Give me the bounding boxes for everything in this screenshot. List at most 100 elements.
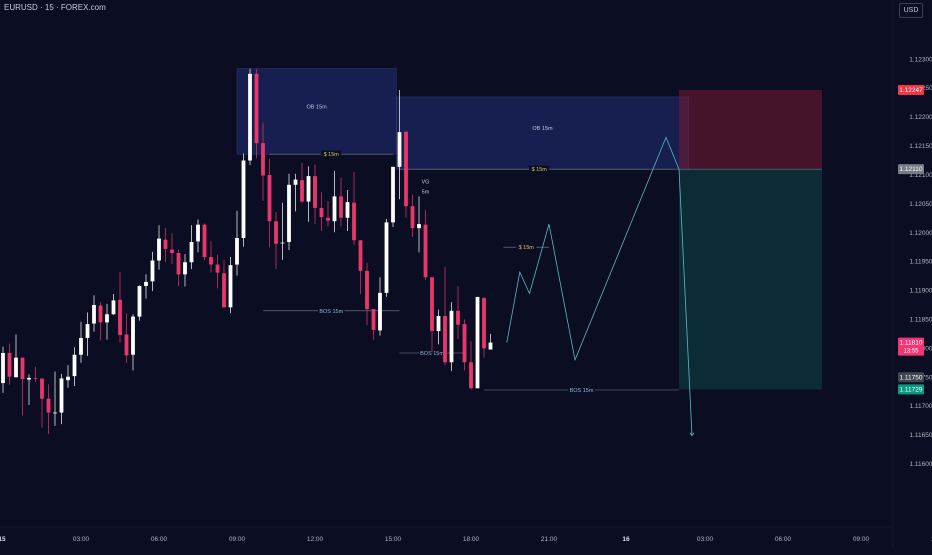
candle-body: [241, 160, 246, 238]
candle-body: [98, 305, 103, 323]
candle-body: [150, 260, 155, 282]
price-tick-label: 1.12300: [909, 56, 932, 63]
price-tick-label: 1.11600: [909, 461, 932, 468]
level-label: BOS 15m: [570, 388, 594, 394]
candle-body: [215, 264, 220, 273]
candle-body: [384, 222, 389, 293]
stop-zone: [679, 89, 822, 170]
ob-zone: [236, 68, 397, 155]
candle-body: [358, 240, 363, 271]
candle-body: [391, 166, 395, 223]
price-tick-label: 1.12000: [909, 230, 932, 237]
candle-body: [482, 298, 486, 349]
candle-body: [170, 249, 174, 253]
candle-body: [365, 270, 369, 310]
candle-body: [462, 324, 467, 363]
candle-body: [417, 224, 421, 229]
candle-body: [345, 202, 350, 218]
candle-body: [326, 217, 330, 221]
level-label-bg: [418, 349, 446, 357]
candle-body: [469, 362, 473, 389]
candle-body: [261, 143, 265, 176]
annotation-label: VG: [422, 180, 430, 186]
candle-body: [157, 238, 161, 261]
candle-body: [40, 378, 44, 399]
level-label-bg: [516, 243, 537, 251]
candle-body: [332, 196, 337, 222]
price-label-box: [898, 337, 924, 356]
time-tick-label: 06:00: [775, 536, 792, 543]
symbol-title[interactable]: EURUSD · 15 · FOREX.com: [4, 3, 106, 12]
candle-body: [20, 357, 25, 380]
price-label-box: [898, 372, 924, 383]
price-label-box: [898, 384, 924, 395]
currency-button[interactable]: USD: [899, 3, 923, 18]
zones-layer: OB 15m OB 15m: [236, 68, 689, 170]
candle-body: [189, 242, 194, 263]
candle-body: [209, 257, 213, 265]
candle-body: [46, 398, 51, 413]
level-label: BOS 15m: [319, 309, 343, 315]
ob-zone-label: OB 15m: [532, 126, 553, 132]
level-label: $ 15m: [324, 152, 340, 158]
target-zone: [679, 169, 822, 390]
candle-body: [300, 180, 304, 202]
time-tick-label: 16: [622, 536, 630, 543]
price-labels-layer: 1.12247 1.12110 1.11810 13:55 1.11750 1.11729: [898, 84, 924, 395]
projection-arrowhead: [689, 432, 695, 437]
price-label-text: 1.11810: [899, 340, 922, 347]
candle-body: [85, 324, 90, 338]
levels-layer: $ 15m $ 15m $ 15m BOS 15m BOS 15m BOS 15m: [263, 150, 679, 394]
projection-layer: [506, 136, 695, 437]
candle-body: [202, 224, 207, 258]
price-axis[interactable]: 1.123001.122501.122001.121501.121001.120…: [909, 56, 932, 468]
candle-body: [79, 337, 83, 355]
candle-body: [410, 206, 415, 229]
candle-body: [449, 310, 454, 363]
time-tick-label: 18:00: [463, 536, 480, 543]
candle-body: [66, 376, 70, 381]
level-label-bg: [321, 150, 342, 158]
ob-zone: [396, 96, 689, 170]
candle-body: [287, 184, 291, 243]
candle-body: [319, 207, 324, 218]
time-tick-label: 12:00: [931, 536, 932, 543]
level-label-bg: [529, 165, 550, 173]
position-layer: [679, 89, 822, 390]
price-tick-label: 1.11850: [909, 316, 932, 323]
candle-body: [228, 265, 233, 308]
projection-path: [506, 136, 693, 436]
candle-body: [430, 277, 434, 332]
candle-body: [118, 299, 122, 336]
price-label-text: 1.12247: [899, 87, 923, 94]
candle-body: [443, 316, 447, 363]
candle-body: [222, 273, 226, 308]
candle-body: [176, 253, 181, 275]
price-label-text: 1.11750: [899, 374, 922, 381]
time-tick-label: 09:00: [229, 536, 246, 543]
candle-body: [163, 239, 168, 249]
price-tick-label: 1.12200: [909, 114, 932, 121]
candle-body: [144, 281, 148, 286]
time-tick-label: 09:00: [853, 536, 870, 543]
level-label-bg: [568, 386, 595, 394]
price-label-text: 1.12110: [899, 166, 922, 173]
candle-body: [1, 353, 5, 384]
time-tick-label: 15: [0, 536, 6, 543]
time-tick-label: 03:00: [73, 536, 90, 543]
price-tick-label: 1.11700: [909, 403, 932, 410]
price-tick-label: 1.11900: [909, 288, 932, 295]
price-label-box: [898, 84, 924, 95]
candle-body: [475, 296, 480, 389]
price-tick-label: 1.12150: [909, 143, 932, 150]
candle-body: [111, 300, 116, 315]
candle-body: [7, 353, 12, 377]
time-tick-label: 21:00: [541, 536, 558, 543]
candle-body: [404, 131, 408, 207]
time-tick-label: 03:00: [697, 536, 714, 543]
level-label: BOS 15m: [420, 351, 444, 357]
price-tick-label: 1.12100: [909, 172, 932, 179]
